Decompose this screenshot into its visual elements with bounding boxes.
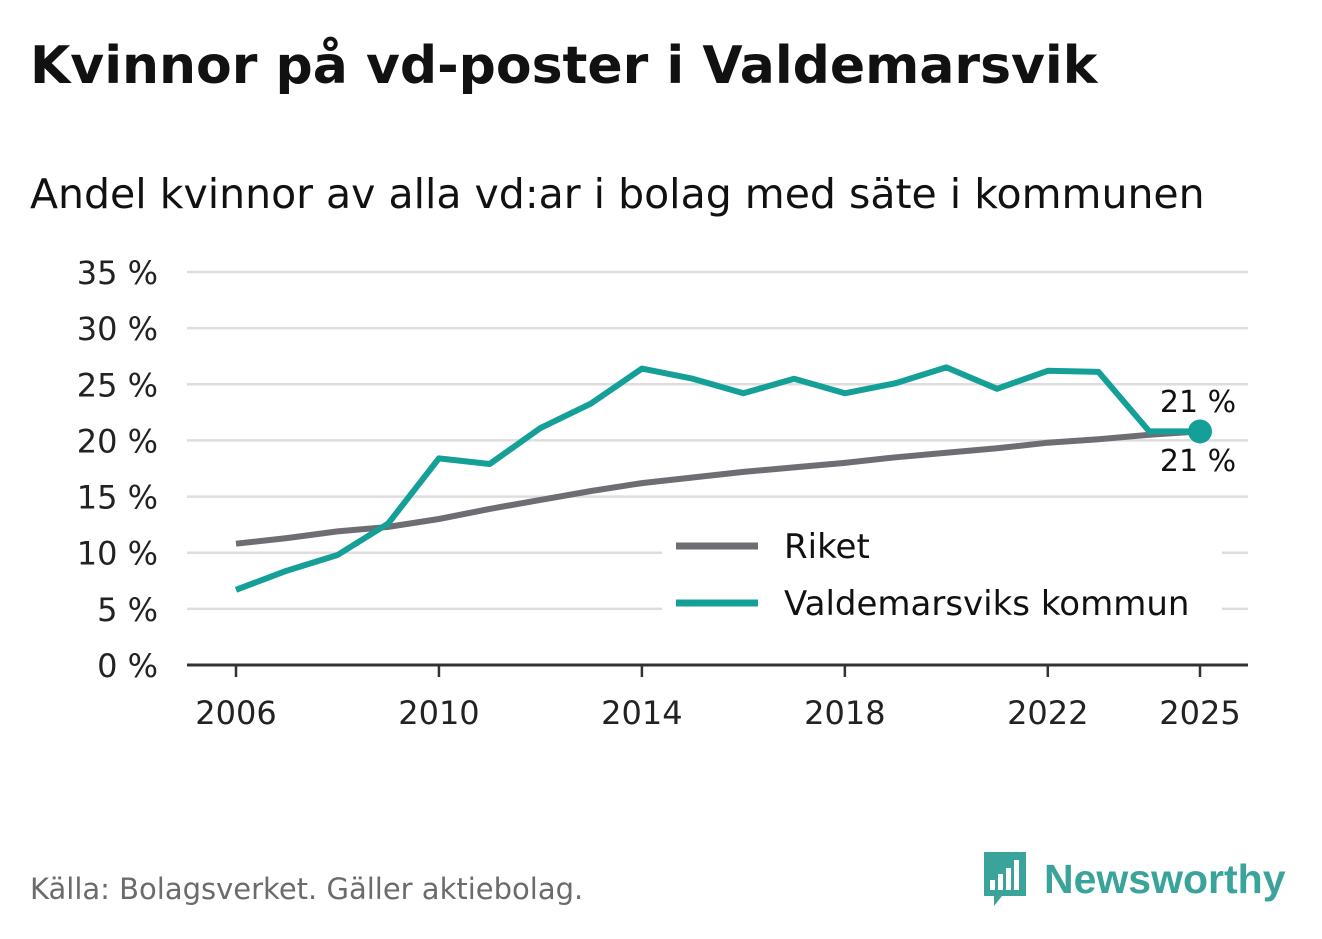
legend-item-riket: Riket xyxy=(662,516,1222,570)
x-tick-label: 2018 xyxy=(804,694,885,732)
riket-line xyxy=(235,428,1201,547)
y-tick-label: 10 % xyxy=(77,535,158,573)
legend-label: Valdemarsviks kommun xyxy=(784,584,1189,624)
end-labels: 21 % 21 % xyxy=(1160,385,1236,479)
kommun-end-marker xyxy=(1188,419,1212,444)
x-tick-label: 2006 xyxy=(195,694,276,732)
x-tick-label: 2010 xyxy=(398,694,479,732)
x-tick-label: 2022 xyxy=(1007,694,1088,732)
kommun-line xyxy=(234,364,1200,593)
legend-item-kommun: Valdemarsviks kommun xyxy=(662,573,1222,627)
riket-end-label: 21 % xyxy=(1160,444,1236,479)
source-note: Källa: Bolagsverket. Gäller aktiebolag. xyxy=(30,872,584,906)
y-tick-label: 0 % xyxy=(97,647,158,685)
y-tick-label: 15 % xyxy=(77,479,158,517)
y-tick-label: 35 % xyxy=(77,254,158,292)
y-axis-ticks: 0 % 5 % 10 % 15 % 20 % 25 % 30 % 35 % xyxy=(77,254,158,685)
kommun-end-label: 21 % xyxy=(1160,385,1236,420)
legend: Riket Valdemarsviks kommun xyxy=(662,516,1222,627)
data-series xyxy=(234,364,1212,593)
x-tick-label: 2025 xyxy=(1159,694,1240,732)
y-tick-label: 5 % xyxy=(97,591,158,629)
line-chart: 0 %5 %10 %15 %20 %25 %30 %35 % 2006 2010 2… xyxy=(77,254,1248,732)
legend-label: Riket xyxy=(784,527,870,567)
y-tick-label: 25 % xyxy=(77,366,158,404)
brand-logo: Newsworthy xyxy=(980,848,1286,910)
y-tick-label: 20 % xyxy=(77,422,158,460)
x-axis-ticks: 2006 2010 2014 2018 2022 2025 xyxy=(195,665,1241,732)
brand-name: Newsworthy xyxy=(1044,855,1286,902)
y-tick-label: 30 % xyxy=(77,310,158,348)
x-tick-label: 2014 xyxy=(601,694,682,732)
chart-title: Kvinnor på vd-poster i Valdemarsvik xyxy=(30,36,1098,96)
chart-subtitle: Andel kvinnor av alla vd:ar i bolag med … xyxy=(30,170,1205,218)
bar-chart-speech-bubble-icon xyxy=(984,852,1026,906)
